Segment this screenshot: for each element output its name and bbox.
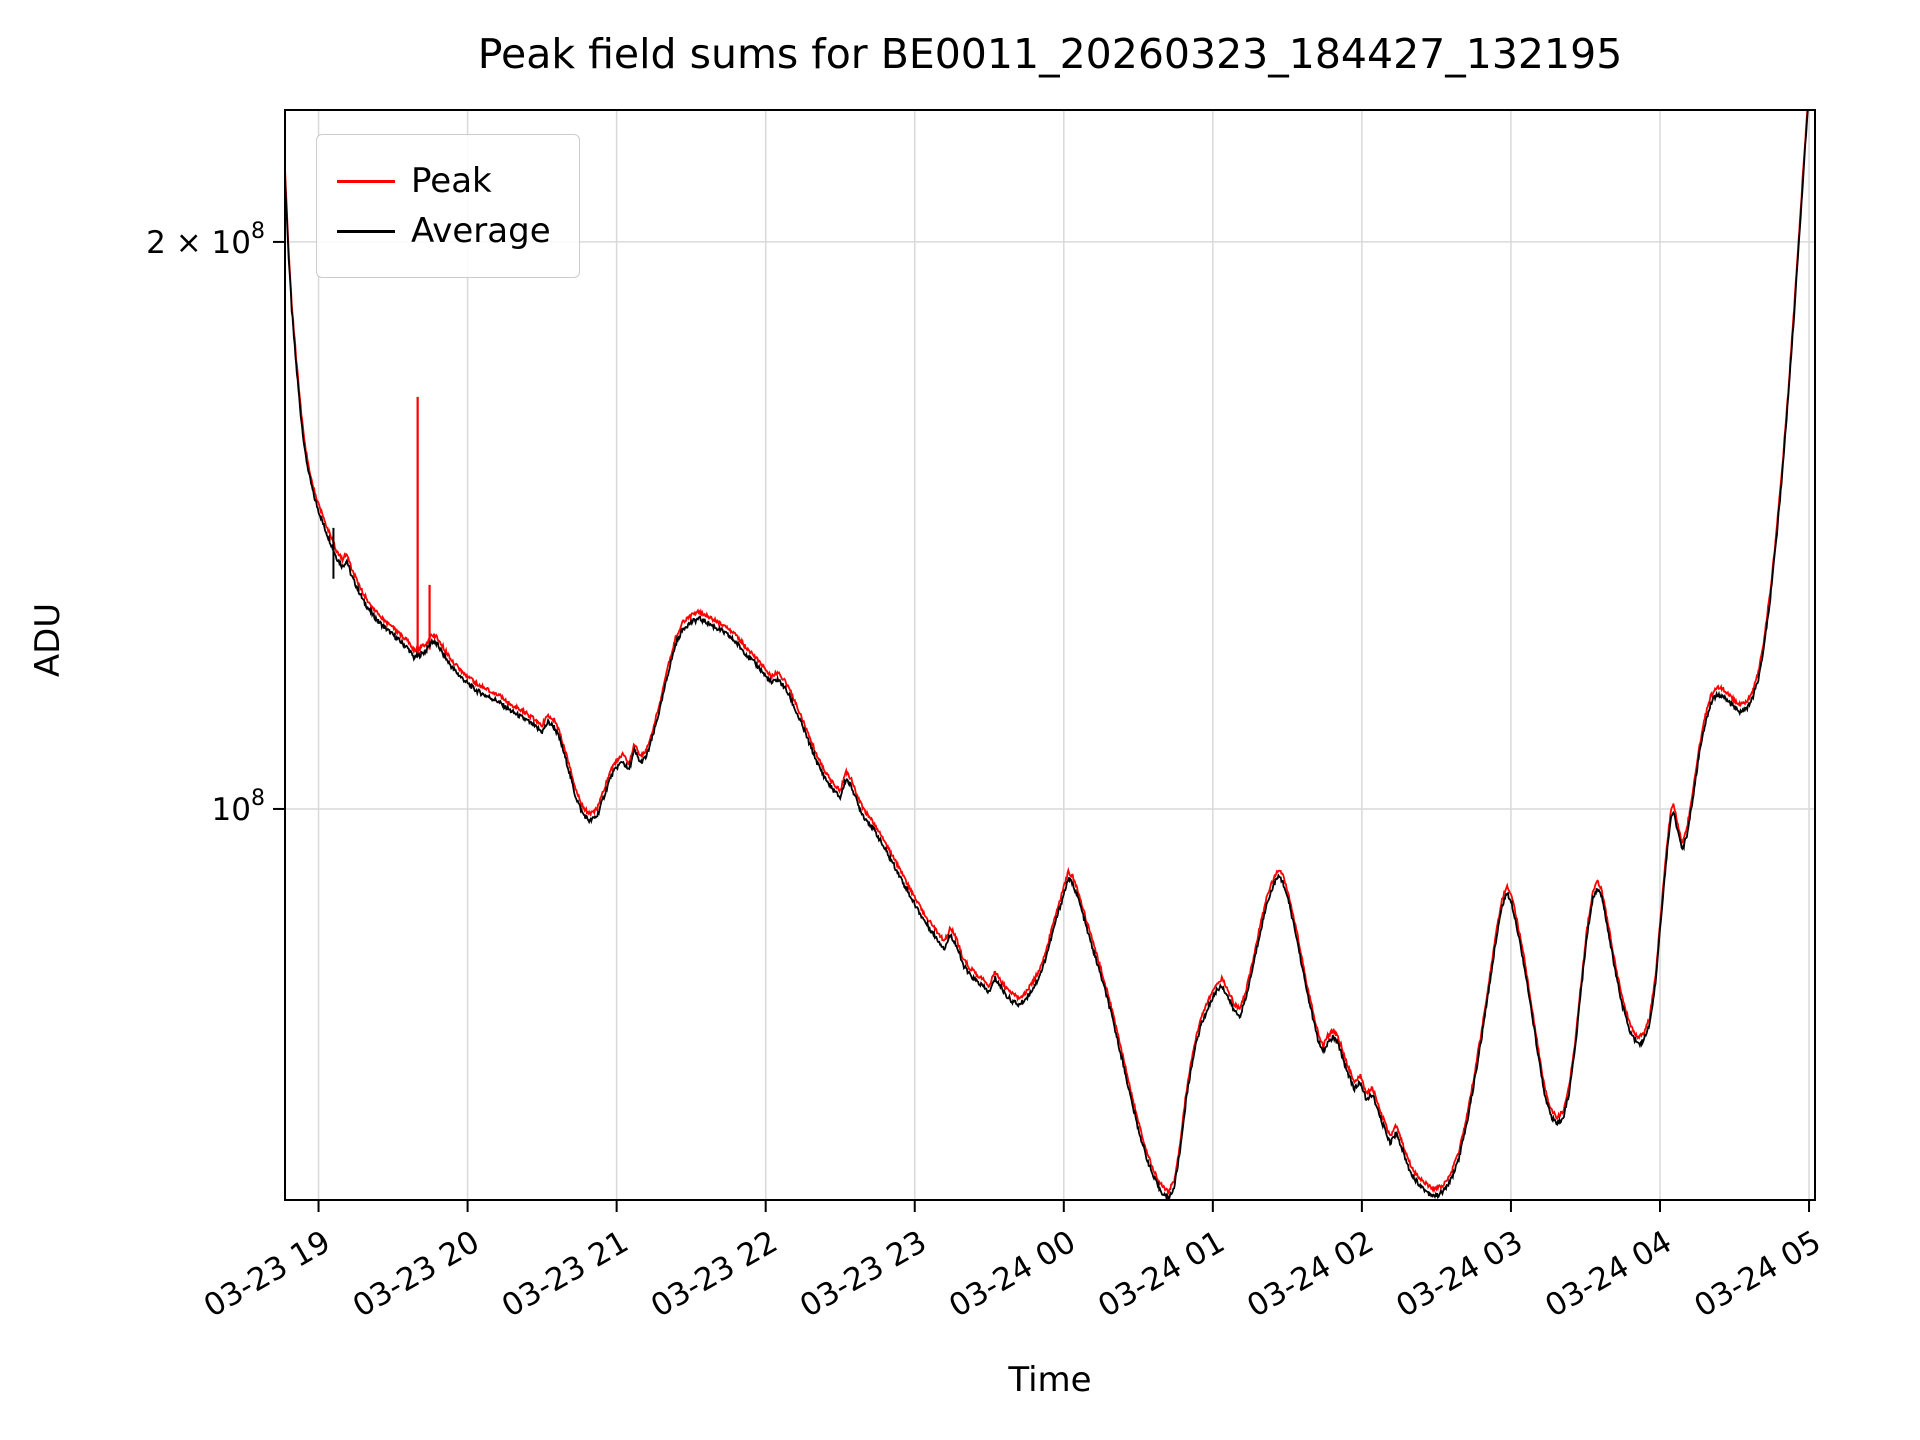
legend-label-average: Average [411, 211, 551, 251]
peak-series-line [285, 110, 1809, 1196]
x-tick-label: 03-24 00 [943, 1224, 1082, 1325]
legend: Peak Average [316, 134, 580, 278]
legend-label-peak: Peak [411, 161, 492, 201]
legend-item-peak: Peak [337, 161, 551, 201]
x-tick-label: 03-23 19 [198, 1224, 337, 1325]
average-series-line [285, 110, 1809, 1200]
x-tick-label: 03-24 05 [1688, 1224, 1827, 1325]
y-tick-label: 108 [212, 786, 265, 828]
x-axis-label: Time [1008, 1360, 1092, 1400]
y-tick-label: 2 × 108 [146, 219, 265, 261]
legend-item-average: Average [337, 211, 551, 251]
grid-lines [285, 110, 1815, 1200]
x-tick-label: 03-24 04 [1539, 1224, 1678, 1325]
x-tick-label: 03-24 02 [1241, 1224, 1380, 1325]
axis-ticks [273, 240, 1811, 1212]
chart-title: Peak field sums for BE0011_20260323_1844… [477, 30, 1623, 78]
x-tick-label: 03-23 20 [347, 1224, 486, 1325]
y-tick-labels: 108 2 × 108 [146, 219, 265, 828]
series-group [285, 110, 1809, 1200]
y-axis-label: ADU [28, 602, 68, 678]
x-tick-labels: 03-23 19 03-23 20 03-23 21 03-23 22 03-23 23… [198, 1224, 1827, 1325]
peak-line-swatch [337, 179, 395, 183]
plot-border [284, 109, 1816, 1201]
x-tick-label: 03-24 01 [1092, 1224, 1231, 1325]
x-tick-label: 03-24 03 [1390, 1224, 1529, 1325]
x-tick-label: 03-23 23 [794, 1224, 933, 1325]
x-tick-label: 03-23 22 [645, 1224, 784, 1325]
x-tick-label: 03-23 21 [496, 1224, 635, 1325]
average-line-swatch [337, 229, 395, 233]
